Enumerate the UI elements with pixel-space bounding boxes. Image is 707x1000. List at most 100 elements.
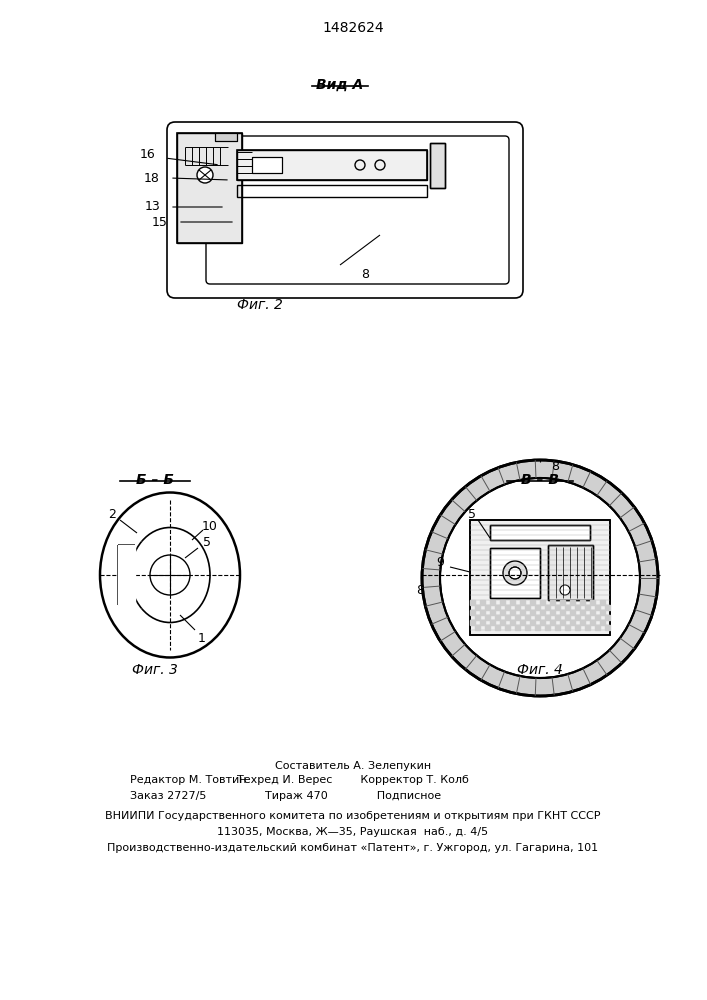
Polygon shape [475,625,480,630]
Polygon shape [500,610,505,615]
Bar [430,143,445,188]
Polygon shape [555,625,560,630]
Text: Фиг. 3: Фиг. 3 [132,663,178,677]
Text: Фиг. 2: Фиг. 2 [237,298,283,312]
Polygon shape [550,620,555,625]
Polygon shape [550,610,555,615]
Polygon shape [580,600,585,605]
Polygon shape [580,620,585,625]
Polygon shape [495,615,500,620]
Polygon shape [565,615,570,620]
Text: Техред И. Верес        Корректор Т. Колб: Техред И. Верес Корректор Т. Колб [237,775,469,785]
Polygon shape [530,610,535,615]
Polygon shape [490,600,495,605]
Ellipse shape [130,528,210,622]
Text: 5: 5 [468,508,476,520]
Polygon shape [515,615,520,620]
Polygon shape [575,605,580,610]
Polygon shape [490,610,495,615]
Polygon shape [510,620,515,625]
Polygon shape [520,600,525,605]
Bar [215,133,237,141]
Polygon shape [590,600,595,605]
Text: Составитель А. Зелепукин: Составитель А. Зелепукин [275,761,431,771]
Polygon shape [605,615,610,620]
Polygon shape [505,625,510,630]
Bar [252,157,282,173]
Polygon shape [530,620,535,625]
Polygon shape [485,625,490,630]
Polygon shape [535,625,540,630]
Bar [252,157,282,173]
Polygon shape [570,600,575,605]
Polygon shape [530,600,535,605]
Circle shape [422,460,658,696]
Bar [490,525,590,540]
Polygon shape [500,600,505,605]
Text: 113035, Москва, Ж—35, Раушская  наб., д. 4/5: 113035, Москва, Ж—35, Раушская наб., д. … [218,827,489,837]
Circle shape [509,567,521,579]
Polygon shape [515,625,520,630]
Polygon shape [475,605,480,610]
Bar [490,548,540,598]
Polygon shape [590,620,595,625]
Polygon shape [505,605,510,610]
Polygon shape [515,605,520,610]
Polygon shape [575,625,580,630]
Polygon shape [480,610,485,615]
Polygon shape [550,600,555,605]
Polygon shape [555,615,560,620]
Text: 16: 16 [139,148,155,161]
Polygon shape [510,610,515,615]
Text: Б – Б: Б – Б [136,473,174,487]
Polygon shape [545,625,550,630]
Text: Фиг. 4: Фиг. 4 [517,663,563,677]
Bar [430,143,445,188]
Polygon shape [540,620,545,625]
Bar [177,133,242,243]
Bar [490,525,590,540]
Polygon shape [540,600,545,605]
Polygon shape [475,615,480,620]
Bar [237,185,427,197]
Polygon shape [505,615,510,620]
Polygon shape [490,620,495,625]
Text: 13: 13 [144,200,160,214]
Text: 5: 5 [203,536,211,550]
Polygon shape [495,625,500,630]
Polygon shape [560,610,565,615]
Polygon shape [510,600,515,605]
Polygon shape [535,605,540,610]
Polygon shape [525,615,530,620]
Bar [470,520,610,635]
Polygon shape [520,620,525,625]
Polygon shape [595,615,600,620]
Circle shape [440,478,640,678]
Polygon shape [540,610,545,615]
Circle shape [503,561,527,585]
Polygon shape [585,625,590,630]
Polygon shape [495,605,500,610]
Polygon shape [605,605,610,610]
Bar [548,545,593,600]
Polygon shape [560,600,565,605]
Bar [215,133,237,141]
Circle shape [197,167,213,183]
Polygon shape [570,610,575,615]
Polygon shape [555,605,560,610]
Polygon shape [470,620,475,625]
Circle shape [150,555,190,595]
Text: 10: 10 [202,520,218,532]
Text: 1: 1 [198,632,206,645]
Text: Тираж 470              Подписное: Тираж 470 Подписное [265,791,441,801]
Polygon shape [470,600,475,605]
Polygon shape [520,610,525,615]
Polygon shape [575,615,580,620]
Text: 18: 18 [144,172,160,184]
Bar [490,548,540,598]
Polygon shape [595,605,600,610]
Polygon shape [560,620,565,625]
Polygon shape [595,625,600,630]
Text: 15: 15 [152,216,168,229]
Text: 1482624: 1482624 [322,21,384,35]
